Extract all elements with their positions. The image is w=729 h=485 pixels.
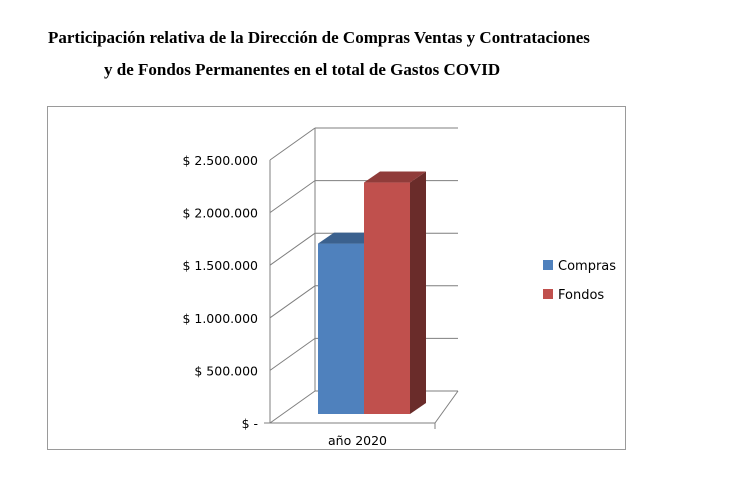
legend-swatch-compras [543, 260, 553, 270]
chart-title-line-1: Participación relativa de la Dirección d… [48, 28, 590, 47]
legend-label-compras: Compras [558, 259, 616, 274]
bar-fondos-side [410, 171, 426, 414]
y-tick-label-5: $ 2.500.000 [182, 153, 258, 168]
floor-right-edge [434, 390, 459, 424]
gridline-depth-1 [269, 337, 316, 371]
legend-label-fondos: Fondos [558, 288, 604, 303]
chart-title-line-2: y de Fondos Permanentes en el total de G… [104, 60, 501, 79]
y-tick-label-3: $ 1.500.000 [182, 258, 258, 273]
bar-fondos-front [364, 182, 410, 414]
bar-compras-front [318, 243, 364, 414]
bar-fondos-top [364, 171, 426, 183]
gridline-depth-2 [269, 285, 316, 319]
x-tick-label-0: año 2020 [328, 433, 387, 448]
y-tick-label-1: $ 500.000 [194, 363, 258, 378]
y-tick-label-4: $ 2.000.000 [182, 206, 258, 221]
gridline-depth-4 [269, 180, 316, 214]
gridline-depth-3 [269, 232, 316, 266]
legend-swatch-fondos [543, 289, 553, 299]
gridline-depth-0 [269, 390, 316, 424]
y-tick-label-0: $ - [242, 416, 258, 431]
gridline-depth-5 [269, 127, 316, 161]
y-tick-label-2: $ 1.000.000 [182, 311, 258, 326]
